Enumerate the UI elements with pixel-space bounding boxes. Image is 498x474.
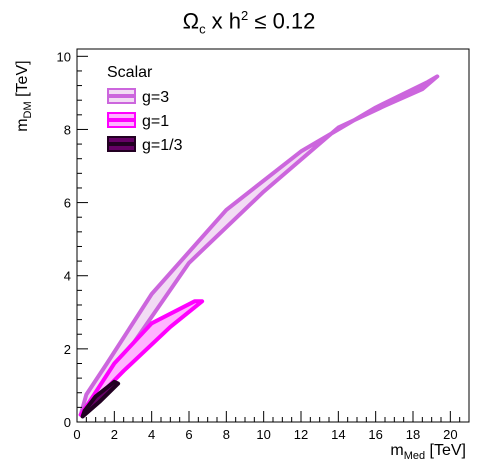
y-tick-label: 0 (64, 415, 71, 430)
x-tick-label: 2 (111, 427, 118, 442)
legend-label: g=1/3 (142, 137, 183, 154)
x-axis-label: mMed [TeV] (390, 442, 466, 463)
contour-2 (78, 299, 205, 417)
y-tick-label: 6 (64, 196, 71, 211)
contour-1 (78, 74, 440, 417)
y-tick-label: 4 (64, 269, 71, 284)
x-tick-label: 16 (368, 427, 382, 442)
x-tick-label: 12 (294, 427, 308, 442)
x-tick-label: 10 (256, 427, 270, 442)
y-tick-label: 2 (64, 342, 71, 357)
legend: Scalar g=3 g=1 g=1/3 (107, 64, 183, 154)
x-axis: 0 2 4 6 8 10 12 14 16 18 20 (73, 411, 470, 442)
legend-label: g=1 (142, 113, 169, 130)
legend-title: Scalar (107, 64, 153, 81)
chart-title: Ωc x h2 ≤ 0.12 (182, 8, 316, 37)
x-tick-label: 18 (406, 427, 420, 442)
y-axis: 0 2 4 6 8 10 (57, 49, 88, 430)
x-tick-label: 20 (443, 427, 457, 442)
x-tick-label: 0 (73, 427, 80, 442)
x-tick-label: 8 (223, 427, 230, 442)
y-tick-label: 8 (64, 122, 71, 137)
y-tick-label: 10 (57, 49, 71, 64)
contour-layer (78, 74, 440, 419)
contour-3 (80, 379, 121, 419)
x-tick-label: 6 (185, 427, 192, 442)
plot-frame (76, 48, 470, 423)
x-tick-label: 14 (331, 427, 345, 442)
y-axis-label: mDM [TeV] (13, 60, 35, 132)
legend-label: g=3 (142, 89, 169, 106)
x-tick-label: 4 (148, 427, 155, 442)
